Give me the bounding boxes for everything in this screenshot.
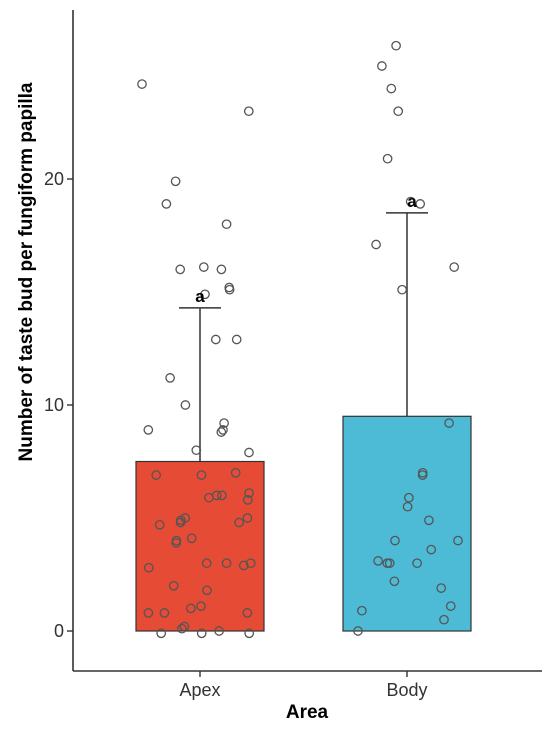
- jitter-points-layer: [137, 40, 463, 639]
- y-tick-label-10: 10: [44, 395, 64, 415]
- point-body: [397, 284, 407, 295]
- point-body: [402, 501, 413, 512]
- point-apex: [224, 284, 235, 295]
- point-body: [436, 583, 447, 593]
- point-apex: [196, 628, 207, 639]
- point-apex: [204, 492, 214, 503]
- point-apex: [200, 289, 210, 300]
- point-apex: [180, 400, 191, 410]
- point-apex: [217, 490, 227, 501]
- point-body: [373, 556, 383, 566]
- point-apex: [168, 580, 179, 591]
- point-body: [426, 544, 437, 555]
- point-body: [404, 492, 414, 503]
- point-body: [453, 535, 463, 546]
- point-apex: [186, 603, 196, 614]
- point-apex: [243, 106, 254, 117]
- point-apex: [238, 560, 249, 571]
- point-apex: [242, 513, 253, 523]
- point-apex: [216, 264, 227, 275]
- error-bars-layer: [179, 212, 428, 462]
- point-body: [417, 470, 428, 480]
- point-apex: [219, 418, 229, 428]
- point-apex: [202, 585, 212, 596]
- point-body: [382, 558, 393, 569]
- point-apex: [244, 447, 254, 458]
- point-apex: [244, 488, 254, 498]
- point-body: [412, 558, 422, 569]
- point-apex: [218, 425, 228, 435]
- point-apex: [231, 334, 242, 345]
- point-body: [377, 61, 387, 71]
- point-body: [393, 106, 404, 117]
- point-apex: [198, 262, 209, 272]
- point-apex: [151, 470, 162, 480]
- point-body: [444, 418, 454, 428]
- point-apex: [143, 608, 154, 618]
- point-apex: [175, 517, 186, 528]
- bar-body: [342, 415, 472, 632]
- point-apex: [242, 608, 253, 618]
- x-tick-label-apex: Apex: [179, 680, 220, 700]
- significance-label-body: a: [407, 192, 417, 211]
- point-body: [353, 626, 363, 636]
- point-apex: [154, 519, 165, 530]
- point-apex: [143, 425, 154, 435]
- point-body: [390, 535, 400, 546]
- point-apex: [196, 470, 207, 480]
- point-apex: [170, 176, 181, 187]
- point-apex: [244, 628, 255, 639]
- point-apex: [159, 608, 170, 618]
- point-body: [357, 605, 367, 616]
- point-apex: [191, 445, 202, 456]
- point-apex: [171, 538, 182, 548]
- point-apex: [143, 562, 154, 573]
- x-ticks-layer: Apex Body: [179, 671, 428, 700]
- point-body: [449, 262, 460, 272]
- point-body: [386, 83, 397, 94]
- bar-apex: [135, 460, 265, 632]
- point-apex: [186, 533, 197, 544]
- point-body: [445, 601, 456, 611]
- point-apex: [179, 621, 190, 632]
- point-apex: [221, 219, 232, 230]
- point-apex: [230, 467, 241, 478]
- point-apex: [214, 626, 224, 636]
- point-apex: [245, 558, 256, 569]
- point-apex: [165, 373, 175, 383]
- point-body: [371, 239, 381, 250]
- point-body: [415, 199, 426, 209]
- point-body: [439, 614, 449, 625]
- point-apex: [242, 495, 253, 505]
- x-axis-title: Area: [286, 702, 329, 723]
- point-apex: [196, 601, 206, 611]
- y-ticks-layer: 0 10 20: [44, 169, 73, 641]
- point-apex: [201, 558, 212, 569]
- y-tick-label-20: 20: [44, 169, 64, 189]
- point-apex: [210, 334, 221, 345]
- axes-layer: [72, 10, 542, 672]
- point-apex: [175, 264, 186, 275]
- point-body: [389, 576, 400, 587]
- y-axis-title: Number of taste bud per fungiform papill…: [16, 82, 37, 461]
- significance-labels-layer: aa: [195, 192, 417, 306]
- bars-layer: [135, 415, 472, 632]
- point-apex: [221, 558, 232, 569]
- point-apex: [177, 623, 187, 634]
- point-body: [405, 196, 416, 207]
- point-apex: [161, 199, 172, 209]
- point-apex: [216, 427, 227, 437]
- point-apex: [156, 628, 167, 639]
- y-tick-label-0: 0: [54, 621, 64, 641]
- x-tick-label-body: Body: [386, 680, 427, 700]
- point-body: [391, 40, 401, 51]
- point-apex: [234, 517, 244, 528]
- point-body: [382, 153, 393, 164]
- point-body: [424, 515, 434, 526]
- point-apex: [137, 79, 147, 89]
- significance-label-apex: a: [195, 287, 205, 306]
